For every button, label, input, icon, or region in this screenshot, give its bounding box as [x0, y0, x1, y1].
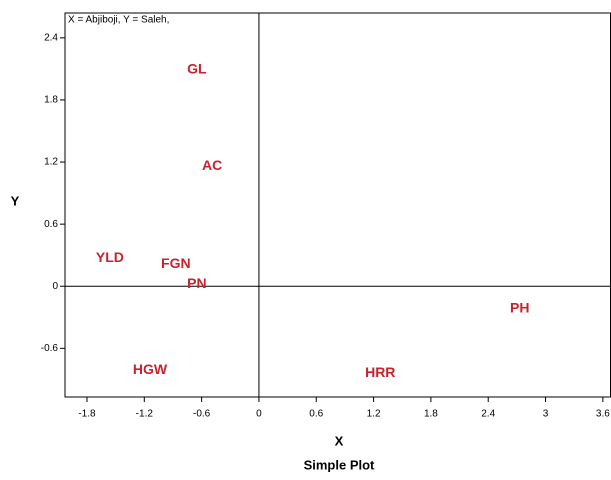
- x-tick-label: 0.6: [309, 409, 323, 420]
- point-label: GL: [187, 61, 207, 77]
- x-tick-label: 3: [543, 409, 549, 420]
- y-tick-label: -0.6: [41, 343, 59, 354]
- y-tick-label: 2.4: [44, 32, 58, 43]
- chart-title: Simple Plot: [304, 457, 375, 472]
- x-tick-label: 2.4: [481, 409, 495, 420]
- plot-frame: [64, 12, 611, 398]
- x-tick-label: 1.8: [424, 409, 438, 420]
- annotation: X = Abjiboji, Y = Saleh,: [68, 15, 169, 26]
- point-label: AC: [202, 157, 222, 173]
- point-label: HGW: [133, 361, 168, 377]
- x-tick-label: 1.2: [367, 409, 381, 420]
- point-label: FGN: [161, 255, 191, 271]
- y-axis-label: Y: [11, 193, 20, 208]
- point-label: PH: [510, 300, 529, 316]
- x-axis-label: X: [335, 433, 344, 448]
- point-label: YLD: [96, 249, 124, 265]
- point-label: PN: [187, 275, 206, 291]
- x-tick-label: 0: [256, 409, 262, 420]
- y-tick-label: 0.6: [44, 219, 58, 230]
- y-tick-label: 0: [52, 281, 58, 292]
- x-tick-label: -0.6: [193, 409, 211, 420]
- y-tick-label: 1.2: [44, 157, 58, 168]
- x-tick-label: 3.6: [596, 409, 610, 420]
- y-tick-label: 1.8: [44, 95, 58, 106]
- point-label: HRR: [365, 364, 395, 380]
- x-tick-label: -1.8: [78, 409, 96, 420]
- x-tick-label: -1.2: [136, 409, 154, 420]
